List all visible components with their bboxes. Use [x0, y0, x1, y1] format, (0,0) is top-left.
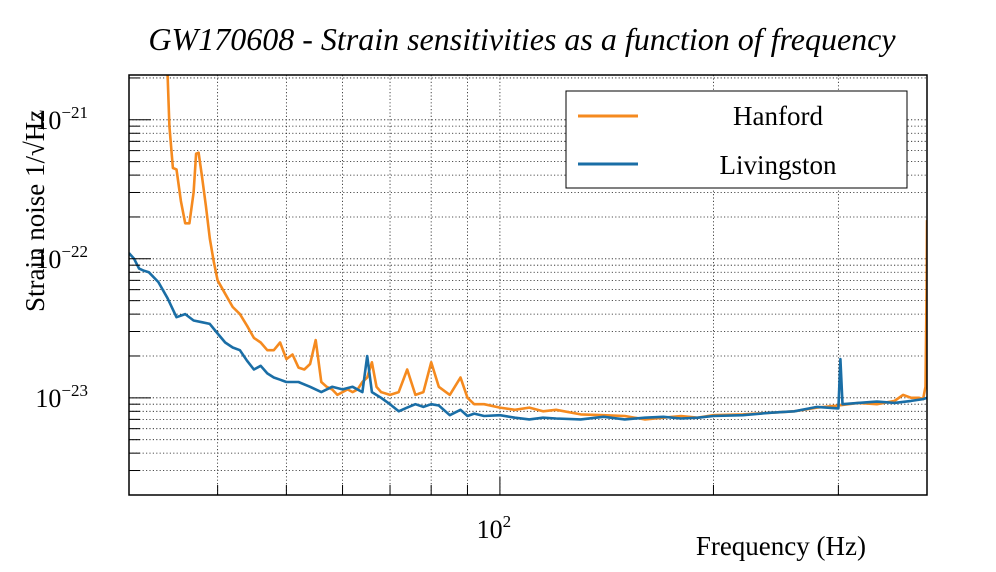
series-line-livingston — [129, 252, 927, 421]
grid — [128, 75, 928, 496]
plot-frame — [128, 74, 928, 496]
y-tick-label: 10−23 — [35, 381, 88, 413]
legend-label-hanford: Hanford — [733, 101, 823, 131]
ticks — [128, 77, 928, 496]
legend: Hanford Livingston — [565, 90, 908, 189]
chart-title: GW170608 - Strain sensitivities as a fun… — [148, 21, 896, 57]
y-tick-label: 10−21 — [35, 103, 88, 135]
x-axis-label: Frequency (Hz) — [696, 531, 866, 561]
tick-labels: 10−21 10−22 10−23 102 — [35, 103, 511, 544]
x-tick-label: 102 — [477, 512, 512, 544]
y-axis-label: Strain noise 1/√Hz — [20, 110, 50, 312]
legend-label-livingston: Livingston — [719, 150, 837, 180]
y-tick-label: 10−22 — [35, 242, 88, 274]
series-layer — [129, 75, 927, 421]
legend-box — [565, 90, 908, 189]
